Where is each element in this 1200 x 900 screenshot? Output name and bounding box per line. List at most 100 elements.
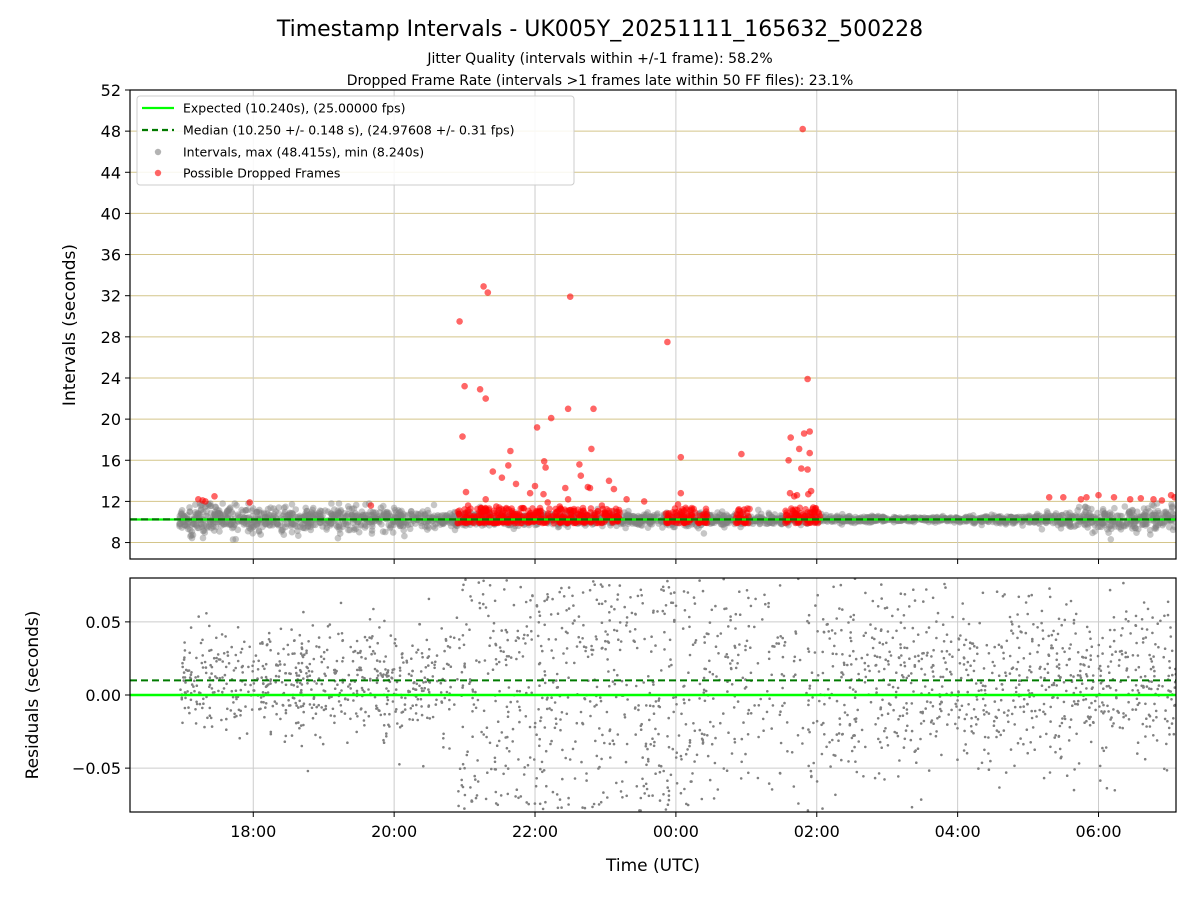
interval-point <box>353 512 361 520</box>
residual-point <box>1169 626 1172 629</box>
residual-point <box>492 621 496 625</box>
residual-point <box>378 626 381 629</box>
residual-point <box>394 638 397 641</box>
residual-point <box>719 632 723 635</box>
residual-point <box>1111 724 1114 728</box>
residual-point <box>1072 788 1076 792</box>
interval-point <box>1134 508 1141 516</box>
interval-point <box>282 523 289 531</box>
interval-point <box>868 512 876 520</box>
interval-point <box>247 525 254 533</box>
interval-point <box>714 509 721 516</box>
residual-point <box>600 602 604 606</box>
residual-point <box>1153 669 1156 673</box>
residual-point <box>493 760 497 764</box>
interval-point <box>331 506 338 513</box>
residual-point <box>902 614 906 617</box>
residual-point <box>283 663 286 666</box>
residual-point <box>1089 740 1093 744</box>
residual-point <box>221 690 224 694</box>
residual-point <box>1030 670 1033 674</box>
interval-point <box>211 511 218 518</box>
residual-point <box>850 736 854 740</box>
residual-point <box>1097 667 1101 670</box>
residual-point <box>236 659 240 663</box>
residual-point <box>1097 643 1101 647</box>
residual-point <box>189 626 193 629</box>
interval-point <box>194 510 202 518</box>
residual-point <box>347 673 351 677</box>
residual-point <box>471 690 475 693</box>
interval-point <box>1101 513 1109 520</box>
interval-point <box>395 510 402 517</box>
interval-point <box>334 511 342 519</box>
residual-point <box>618 648 622 652</box>
residual-point <box>504 764 508 768</box>
residual-point <box>1080 682 1084 685</box>
residual-point <box>931 670 935 673</box>
interval-point <box>443 512 450 519</box>
residual-point <box>1027 594 1031 598</box>
interval-point <box>1132 519 1139 526</box>
residual-point <box>885 606 889 609</box>
interval-point <box>1033 512 1040 519</box>
residual-point <box>405 661 409 664</box>
dropped-frame-point <box>542 464 549 471</box>
residual-point <box>1014 690 1018 694</box>
interval-point <box>425 524 433 531</box>
interval-point <box>380 502 387 510</box>
dropped-frame-point <box>672 509 680 516</box>
interval-point <box>1091 528 1099 535</box>
interval-point <box>369 520 376 528</box>
interval-point <box>225 521 233 528</box>
residual-point <box>333 714 336 718</box>
interval-point <box>709 519 716 527</box>
interval-point <box>355 528 363 536</box>
residual-point <box>264 702 268 705</box>
residual-point <box>713 761 717 765</box>
residual-point <box>230 645 233 649</box>
interval-point <box>381 513 389 520</box>
interval-point <box>1125 508 1133 515</box>
interval-point <box>181 512 188 520</box>
residual-point <box>487 614 490 618</box>
residual-point <box>181 665 184 669</box>
residual-point <box>621 780 624 783</box>
residual-point <box>1142 637 1145 640</box>
residual-point <box>940 753 943 757</box>
residual-point <box>571 747 575 751</box>
residual-point <box>1027 689 1030 692</box>
interval-point <box>249 512 256 520</box>
residual-point <box>273 700 277 703</box>
interval-point <box>990 512 998 519</box>
interval-point <box>223 508 231 515</box>
interval-point <box>211 527 218 534</box>
residual-point <box>317 636 321 639</box>
residual-point <box>478 660 481 664</box>
residual-point <box>1048 587 1051 590</box>
residual-point <box>691 772 694 775</box>
y-tick-label: 28 <box>101 328 121 347</box>
residual-point <box>1134 684 1138 687</box>
residual-point <box>1104 746 1108 749</box>
interval-point <box>1150 511 1158 519</box>
interval-point <box>201 529 209 536</box>
residual-point <box>504 628 508 632</box>
interval-point <box>1054 521 1062 529</box>
interval-point <box>407 510 415 518</box>
residual-point <box>453 703 456 706</box>
interval-point <box>228 508 235 516</box>
residual-point <box>538 684 541 687</box>
residual-point <box>1022 697 1026 701</box>
residual-point <box>731 659 734 662</box>
residual-point <box>200 661 204 665</box>
interval-point <box>1116 520 1123 527</box>
residual-point <box>482 733 486 736</box>
residual-point <box>624 760 628 764</box>
residual-point <box>1131 708 1134 711</box>
residual-point <box>468 628 471 631</box>
residual-point <box>1150 680 1153 683</box>
residual-point <box>600 621 604 624</box>
interval-point <box>391 519 398 526</box>
residual-point <box>224 665 228 669</box>
